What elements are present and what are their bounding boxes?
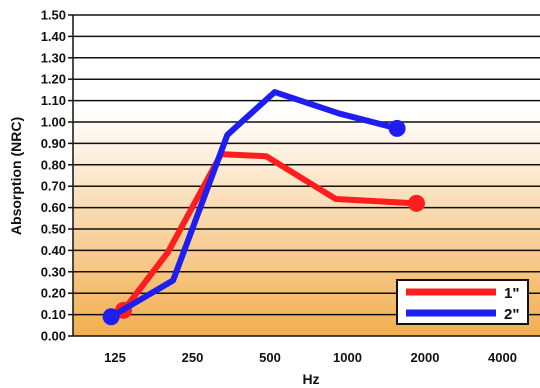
series-marker-1in: [407, 194, 425, 212]
y-tick-label: 0.70: [41, 179, 66, 194]
y-tick-label: 1.20: [41, 72, 66, 87]
legend-label-2in: 2": [504, 306, 519, 323]
series-marker-2in: [102, 308, 120, 326]
x-tick-label: 125: [104, 350, 126, 365]
y-tick-label: 1.30: [41, 50, 66, 65]
legend-box: [396, 279, 529, 325]
y-tick-label: 1.00: [41, 115, 66, 130]
y-tick-label: 0.30: [41, 264, 66, 279]
y-tick-label: 0.20: [41, 286, 66, 301]
y-axis-ticks: 0.00 0.10 0.20 0.30 0.40 0.50 0.60 0.70 0.80 0.90…: [41, 8, 73, 344]
y-tick-label: 0.50: [41, 222, 66, 237]
y-tick-label: 1.50: [41, 8, 66, 23]
y-tick-label: 0.10: [41, 307, 66, 322]
x-axis-title: Hz: [302, 371, 319, 387]
y-tick-label: 1.40: [41, 29, 66, 44]
y-tick-label: 1.10: [41, 93, 66, 108]
y-tick-label: 0.90: [41, 136, 66, 151]
series-lines: [102, 89, 425, 326]
y-tick-label: 0.00: [41, 329, 66, 344]
y-tick-label: 0.40: [41, 243, 66, 258]
x-tick-label: 500: [259, 350, 281, 365]
series-line-2in: [108, 89, 401, 320]
x-tick-label: 250: [182, 350, 204, 365]
y-axis-title: Absorption (NRC): [8, 117, 24, 235]
legend: 1" 2": [396, 279, 529, 325]
x-tick-label: 4000: [488, 350, 517, 365]
legend-label-1in: 1": [504, 285, 519, 302]
series-line-1in: [120, 151, 420, 314]
y-tick-label: 0.60: [41, 200, 66, 215]
y-tick-label: 0.80: [41, 157, 66, 172]
series-marker-2in: [388, 119, 406, 137]
x-tick-label: 2000: [411, 350, 440, 365]
x-axis-ticks: 125 250 500 1000 2000 4000: [104, 350, 517, 365]
x-tick-label: 1000: [333, 350, 362, 365]
